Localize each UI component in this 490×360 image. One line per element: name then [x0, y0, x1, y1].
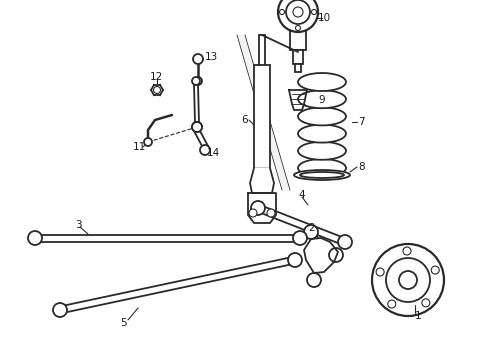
Circle shape — [307, 273, 321, 287]
Bar — [293, 50, 303, 64]
Text: 3: 3 — [75, 220, 82, 230]
Circle shape — [192, 77, 200, 85]
Ellipse shape — [298, 107, 346, 125]
Circle shape — [388, 300, 396, 308]
Bar — [290, 30, 306, 50]
Circle shape — [194, 77, 202, 85]
Circle shape — [293, 7, 303, 17]
Bar — [295, 64, 301, 72]
Polygon shape — [237, 35, 290, 190]
Text: 7: 7 — [358, 117, 365, 127]
Circle shape — [329, 248, 343, 262]
Circle shape — [251, 201, 265, 215]
Circle shape — [153, 86, 161, 94]
Ellipse shape — [298, 73, 346, 91]
Circle shape — [28, 231, 42, 245]
Ellipse shape — [294, 170, 350, 180]
Text: 11: 11 — [133, 142, 146, 152]
Text: 9: 9 — [318, 95, 324, 105]
Circle shape — [144, 138, 152, 146]
Circle shape — [249, 209, 257, 217]
Circle shape — [278, 0, 318, 32]
Text: 14: 14 — [207, 148, 220, 158]
Circle shape — [386, 258, 430, 302]
Text: 5: 5 — [120, 318, 126, 328]
Ellipse shape — [298, 142, 346, 160]
Circle shape — [422, 299, 430, 307]
Circle shape — [293, 231, 307, 245]
Circle shape — [267, 209, 275, 217]
Bar — [254, 65, 270, 168]
Polygon shape — [250, 168, 274, 193]
Text: 10: 10 — [318, 13, 331, 23]
Circle shape — [403, 247, 411, 255]
Text: 12: 12 — [150, 72, 163, 82]
Text: 6: 6 — [242, 115, 248, 125]
Circle shape — [312, 9, 317, 14]
Circle shape — [295, 26, 300, 31]
Circle shape — [193, 54, 203, 64]
Circle shape — [399, 271, 417, 289]
Polygon shape — [248, 193, 276, 223]
Text: 2: 2 — [308, 223, 315, 233]
Circle shape — [192, 122, 202, 132]
Circle shape — [431, 266, 439, 274]
Circle shape — [372, 244, 444, 316]
Circle shape — [376, 268, 384, 276]
Ellipse shape — [300, 172, 344, 178]
Ellipse shape — [298, 159, 346, 177]
Ellipse shape — [298, 125, 346, 143]
Polygon shape — [304, 238, 338, 273]
Text: 1: 1 — [415, 311, 421, 321]
Text: 8: 8 — [358, 162, 365, 172]
Polygon shape — [289, 90, 307, 110]
Circle shape — [338, 235, 352, 249]
Ellipse shape — [298, 90, 346, 108]
Text: 13: 13 — [205, 52, 218, 62]
Circle shape — [286, 0, 310, 24]
Text: 4: 4 — [298, 190, 305, 200]
Circle shape — [53, 303, 67, 317]
Circle shape — [200, 145, 210, 155]
Circle shape — [192, 122, 202, 132]
Circle shape — [279, 9, 285, 14]
Circle shape — [304, 225, 318, 239]
Circle shape — [288, 253, 302, 267]
